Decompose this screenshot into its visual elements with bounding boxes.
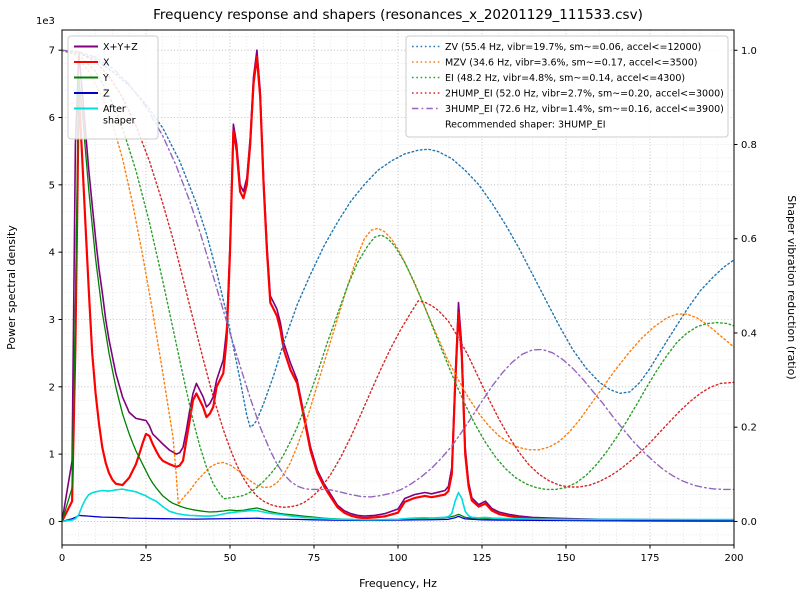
- legend-right: ZV (55.4 Hz, vibr=19.7%, sm~=0.06, accel…: [405, 35, 729, 138]
- y-left-axis-label: Power spectral density: [5, 225, 18, 350]
- x-tick-label: 0: [59, 553, 65, 564]
- y-right-tick-label: 0.6: [741, 234, 757, 245]
- x-tick-label: 50: [224, 553, 237, 564]
- series-zv: [62, 49, 734, 428]
- series-group: [62, 49, 734, 523]
- legend-label: 3HUMP_EI (72.6 Hz, vibr=1.4%, sm~=0.16, …: [445, 104, 724, 115]
- legend-label: MZV (34.6 Hz, vibr=3.6%, sm~=0.17, accel…: [445, 58, 697, 69]
- legend-label: shaper: [103, 116, 136, 127]
- series-ei: [62, 49, 734, 500]
- x-tick-label: 200: [724, 553, 743, 564]
- series-after-shaper: [62, 488, 734, 523]
- series-x: [62, 55, 734, 523]
- minor-grid: [62, 30, 734, 545]
- y-left-tick-label: 1: [49, 450, 55, 461]
- x-tick-label: 175: [640, 553, 659, 564]
- y-left-tick-label: 2: [49, 382, 55, 393]
- y-axis-offset-label: 1e3: [36, 16, 55, 27]
- y-left-tick-label: 4: [49, 248, 55, 259]
- legend-label: 2HUMP_EI (52.0 Hz, vibr=2.7%, sm~=0.20, …: [445, 89, 724, 100]
- y-right-axis-label: Shaper vibration reduction (ratio): [785, 195, 798, 379]
- y-right-tick-label: 1.0: [741, 46, 757, 57]
- legend-label: X+Y+Z: [103, 42, 138, 53]
- tick-labels: 0 25 50 75 100 125 150 175 200 0 1 2 3 4 5 6 7 0.0 0.2 0.4 0…: [49, 46, 757, 564]
- y-left-tick-label: 6: [49, 113, 55, 124]
- x-tick-label: 150: [556, 553, 575, 564]
- legend-label: ZV (55.4 Hz, vibr=19.7%, sm~=0.06, accel…: [445, 42, 701, 53]
- series-2hump-ei: [62, 49, 734, 508]
- legend-label: After: [103, 104, 126, 115]
- series-z: [62, 514, 734, 523]
- x-tick-label: 75: [308, 553, 321, 564]
- y-right-tick-label: 0.0: [741, 517, 757, 528]
- y-right-tick-label: 0.8: [741, 140, 757, 151]
- legend-label: EI (48.2 Hz, vibr=4.8%, sm~=0.14, accel<…: [445, 73, 685, 84]
- legend-label: Y: [102, 73, 109, 84]
- y-left-tick-label: 0: [49, 517, 55, 528]
- y-right-tick-label: 0.2: [741, 423, 757, 434]
- y-left-tick-label: 5: [49, 180, 55, 191]
- series-3hump-ei: [62, 49, 734, 498]
- x-tick-label: 125: [472, 553, 491, 564]
- y-left-tick-label: 7: [49, 46, 55, 57]
- x-axis-label: Frequency, Hz: [359, 577, 437, 590]
- legend-label: X: [103, 58, 110, 69]
- y-left-tick-label: 3: [49, 315, 55, 326]
- x-tick-label: 25: [140, 553, 153, 564]
- series-mzv: [62, 49, 734, 506]
- legend-label: Z: [103, 89, 110, 100]
- x-tick-label: 100: [388, 553, 407, 564]
- recommended-shaper-note: Recommended shaper: 3HUMP_EI: [445, 120, 606, 131]
- y-right-tick-label: 0.4: [741, 328, 757, 339]
- chart-title: Frequency response and shapers (resonanc…: [153, 7, 643, 23]
- series-y: [62, 76, 734, 523]
- legend-right-box: [405, 35, 729, 138]
